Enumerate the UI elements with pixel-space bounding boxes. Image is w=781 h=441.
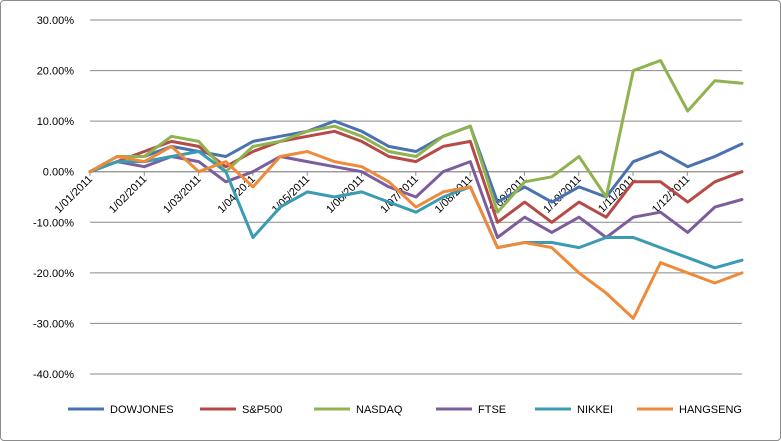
y-tick-label: 10.00% (37, 116, 75, 128)
legend-label: HANGSENG (679, 404, 742, 416)
y-tick-label: 30.00% (37, 15, 75, 27)
x-tick-label: 1/01/2011 (53, 173, 96, 216)
series-line-nasdaq (88, 59, 744, 214)
legend-label: DOWJONES (110, 404, 174, 416)
y-axis-ticks: 30.00% 20.00% 10.00% 0.00% -10.00% -20.00% -30… (33, 15, 74, 381)
y-tick-label: -40.00% (33, 369, 74, 381)
y-tick-label: 20.00% (37, 66, 75, 78)
legend: DOWJONES S&P500 NASDAQ FTSE NIKKEI HANGSENG (68, 404, 742, 416)
series-line-hangseng (88, 144, 744, 320)
x-tick-label: 1/12/2011 (650, 173, 693, 216)
y-tick-label: -30.00% (33, 318, 74, 330)
legend-label: S&P500 (242, 404, 282, 416)
legend-label: NASDAQ (356, 404, 403, 416)
series-lines (88, 59, 744, 320)
y-tick-label: -20.00% (33, 268, 74, 280)
legend-label: FTSE (478, 404, 506, 416)
series-line-sp500 (88, 129, 744, 224)
x-tick-label: 1/03/2011 (161, 173, 204, 216)
y-tick-label: 0.00% (43, 167, 74, 179)
legend-label: NIKKEI (577, 404, 613, 416)
series-line-nikkei (88, 150, 744, 270)
x-tick-label: 1/02/2011 (107, 173, 150, 216)
y-tick-label: -10.00% (33, 217, 74, 229)
series-line-ftse (88, 155, 744, 239)
